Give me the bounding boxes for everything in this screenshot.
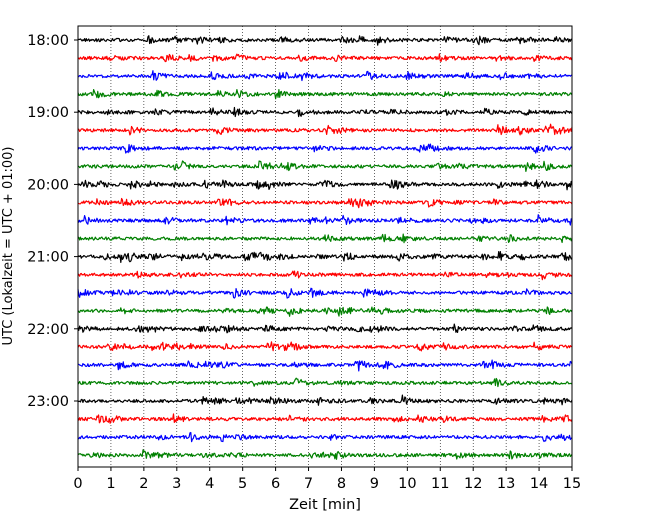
x-tick-label-11: 11 <box>431 476 449 492</box>
x-tick-label-8: 8 <box>337 476 346 492</box>
trace-1945 <box>77 160 573 172</box>
x-tick-label-6: 6 <box>271 476 280 492</box>
trace-2230 <box>77 359 573 372</box>
trace-2145 <box>77 306 573 317</box>
trace-1815 <box>77 53 573 63</box>
trace-2200 <box>77 323 573 334</box>
trace-2045 <box>77 233 573 244</box>
trace-1845 <box>77 88 573 100</box>
x-tick-label-2: 2 <box>139 476 148 492</box>
x-tick-label-9: 9 <box>370 476 379 492</box>
trace-1800 <box>77 35 573 46</box>
trace-2000 <box>77 179 573 191</box>
trace-1915 <box>77 123 573 136</box>
trace-2100 <box>77 250 573 264</box>
x-tick-label-1: 1 <box>106 476 115 492</box>
plot-frame <box>77 25 573 468</box>
trace-2245 <box>77 377 573 388</box>
x-tick-label-0: 0 <box>73 476 82 492</box>
x-tick-label-7: 7 <box>304 476 313 492</box>
x-tick-label-13: 13 <box>497 476 515 492</box>
y-tick-label-0: 18:00 <box>27 33 69 49</box>
trace-2300 <box>77 394 573 406</box>
x-tick-label-14: 14 <box>530 476 548 492</box>
trace-2030 <box>77 214 573 226</box>
y-axis-label: UTC (Lokalzeit = UTC + 01:00) <box>1 147 16 346</box>
x-tick-label-4: 4 <box>205 476 214 492</box>
y-tick-label-4: 22:00 <box>27 322 69 338</box>
trace-2315 <box>77 413 573 424</box>
trace-2345 <box>77 449 573 460</box>
x-axis: 0 1 2 3 4 5 6 7 8 9 10 11 12 13 14 15 <box>73 467 581 492</box>
trace-2215 <box>77 341 573 352</box>
trace-2130 <box>77 287 573 299</box>
x-tick-label-10: 10 <box>398 476 416 492</box>
trace-2115 <box>77 270 573 281</box>
y-axis: 18:00 19:00 20:00 21:00 22:00 23:00 <box>27 33 78 410</box>
y-tick-label-1: 19:00 <box>27 105 69 121</box>
x-axis-label: Zeit [min] <box>289 497 361 513</box>
x-tick-label-3: 3 <box>172 476 181 492</box>
x-tick-label-5: 5 <box>238 476 247 492</box>
trace-2015 <box>77 197 573 209</box>
x-tick-label-12: 12 <box>464 476 482 492</box>
trace-1900 <box>77 106 573 118</box>
trace-1830 <box>77 70 573 82</box>
y-tick-label-2: 20:00 <box>27 177 69 193</box>
y-tick-label-3: 21:00 <box>27 250 69 266</box>
trace-2330 <box>77 431 573 443</box>
trace-1930 <box>77 143 573 154</box>
x-tick-label-15: 15 <box>563 476 581 492</box>
trace-layer <box>77 35 573 460</box>
y-tick-label-5: 23:00 <box>27 394 69 410</box>
